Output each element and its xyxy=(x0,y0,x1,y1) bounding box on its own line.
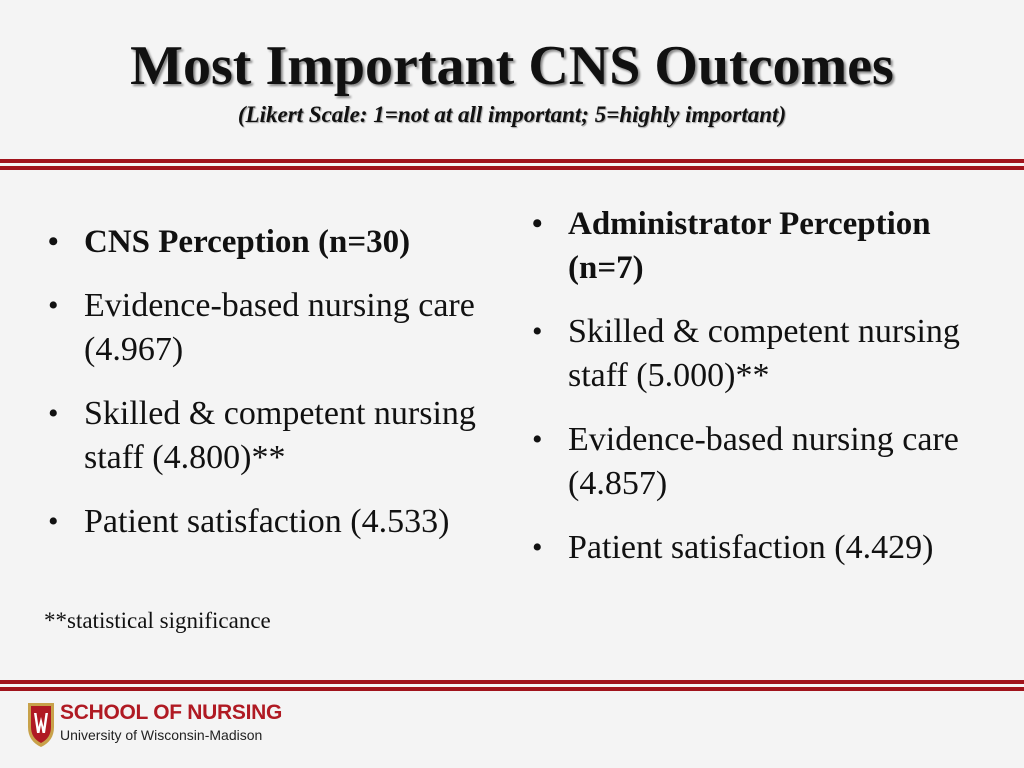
top-divider xyxy=(0,159,1024,170)
cns-perception-list: • CNS Perception (n=30) • Evidence-based… xyxy=(48,220,488,544)
logo-school-name: SCHOOL OF NURSING xyxy=(60,701,283,724)
list-item: • Skilled & competent nursing staff (4.8… xyxy=(48,392,488,480)
list-item: • Patient satisfaction (4.429) xyxy=(532,526,987,570)
footnote: **statistical significance xyxy=(44,608,271,633)
heading-text: Administrator Perception (n=7) xyxy=(568,206,931,286)
list-heading: • Administrator Perception (n=7) xyxy=(532,202,987,290)
uw-crest-icon xyxy=(28,703,54,747)
slide-title: Most Important CNS Outcomes xyxy=(130,35,894,97)
list-item: • Skilled & competent nursing staff (5.0… xyxy=(532,310,987,398)
item-text: Patient satisfaction (4.533) xyxy=(84,503,450,540)
administrator-perception-list: • Administrator Perception (n=7) • Skill… xyxy=(532,202,987,570)
bullet-icon: • xyxy=(48,505,59,538)
item-text: Skilled & competent nursing staff (4.800… xyxy=(84,395,476,476)
bottom-divider xyxy=(0,680,1024,691)
bullet-icon: • xyxy=(532,423,543,456)
item-text: Patient satisfaction (4.429) xyxy=(568,529,934,566)
heading-text: CNS Perception (n=30) xyxy=(84,224,411,260)
bullet-icon: • xyxy=(48,289,59,322)
bullet-icon: • xyxy=(48,397,59,430)
logo-university-name: University of Wisconsin-Madison xyxy=(60,727,263,743)
item-text: Skilled & competent nursing staff (5.000… xyxy=(568,313,960,394)
list-item: • Evidence-based nursing care (4.857) xyxy=(532,418,987,506)
bullet-icon: • xyxy=(532,207,543,240)
list-item: • Patient satisfaction (4.533) xyxy=(48,500,488,544)
item-text: Evidence-based nursing care (4.967) xyxy=(84,287,475,368)
cns-perception-column: • CNS Perception (n=30) • Evidence-based… xyxy=(48,220,488,564)
slide-subtitle: (Likert Scale: 1=not at all important; 5… xyxy=(237,102,787,127)
bullet-icon: • xyxy=(532,315,543,348)
bullet-icon: • xyxy=(532,531,543,564)
item-text: Evidence-based nursing care (4.857) xyxy=(568,421,959,502)
bullet-icon: • xyxy=(48,225,59,258)
school-logo: SCHOOL OF NURSING University of Wisconsi… xyxy=(26,697,326,753)
administrator-perception-column: • Administrator Perception (n=7) • Skill… xyxy=(532,202,987,590)
list-heading: • CNS Perception (n=30) xyxy=(48,220,488,264)
list-item: • Evidence-based nursing care (4.967) xyxy=(48,284,488,372)
